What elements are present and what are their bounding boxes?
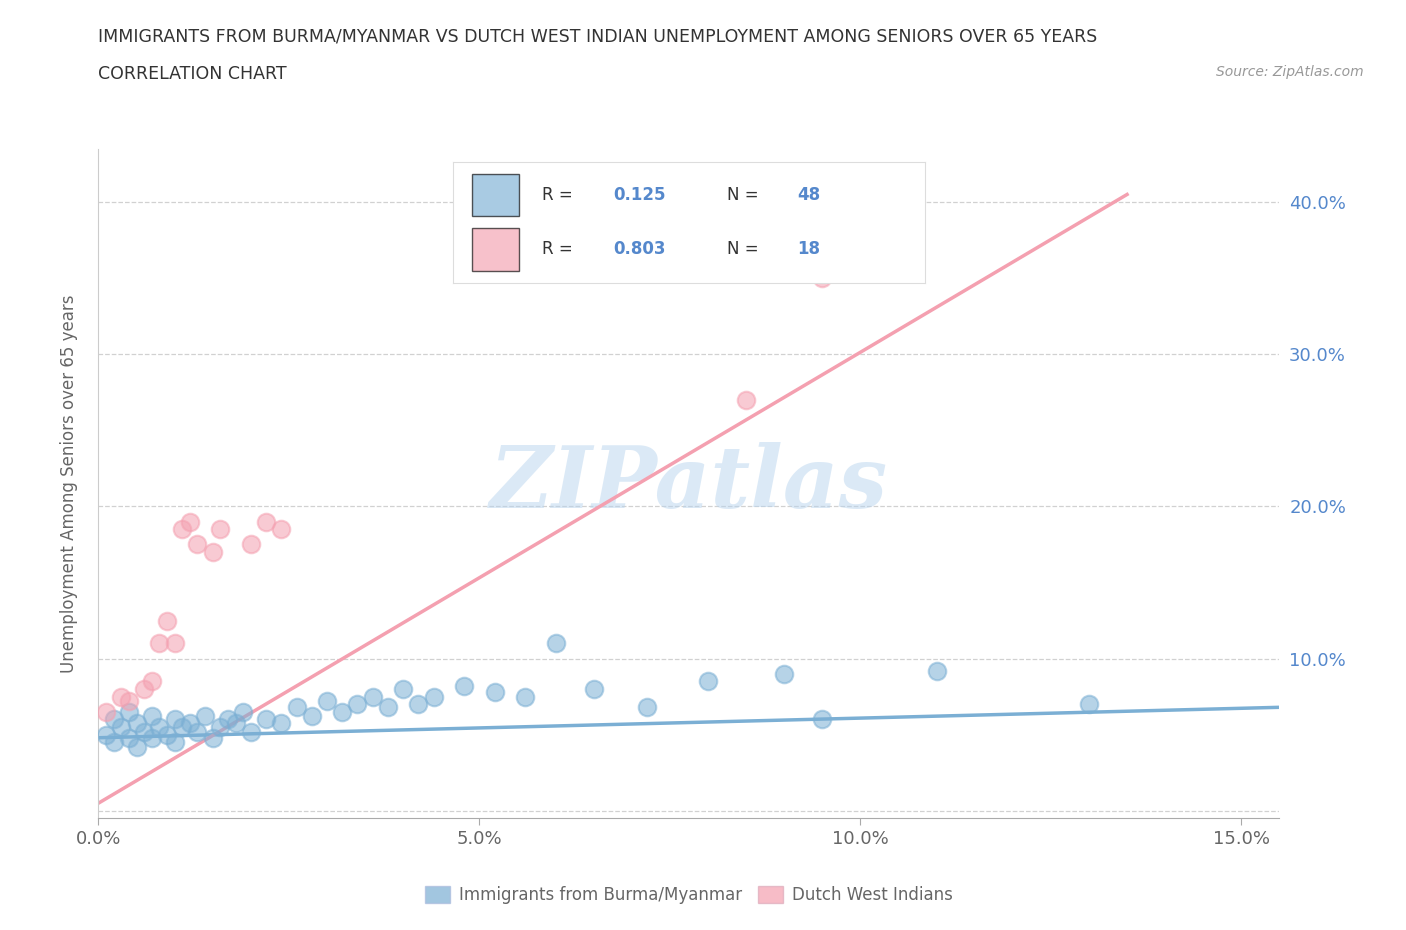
Point	[163, 712, 186, 727]
Point	[179, 514, 201, 529]
Point	[94, 727, 117, 742]
Point	[110, 720, 132, 735]
Point	[103, 735, 125, 750]
Point	[301, 709, 323, 724]
Point	[194, 709, 217, 724]
Point	[156, 613, 179, 628]
Text: Source: ZipAtlas.com: Source: ZipAtlas.com	[1216, 65, 1364, 79]
Point	[118, 730, 141, 745]
Point	[125, 739, 148, 754]
Point	[811, 271, 834, 286]
Point	[141, 709, 163, 724]
Point	[179, 715, 201, 730]
Point	[156, 727, 179, 742]
Point	[270, 715, 292, 730]
Point	[453, 679, 475, 694]
Point	[544, 636, 567, 651]
Point	[925, 663, 948, 678]
Point	[118, 694, 141, 709]
Text: IMMIGRANTS FROM BURMA/MYANMAR VS DUTCH WEST INDIAN UNEMPLOYMENT AMONG SENIORS OV: IMMIGRANTS FROM BURMA/MYANMAR VS DUTCH W…	[98, 28, 1098, 46]
Point	[239, 724, 262, 739]
Point	[201, 730, 224, 745]
Point	[735, 392, 758, 407]
Point	[346, 697, 368, 711]
Y-axis label: Unemployment Among Seniors over 65 years: Unemployment Among Seniors over 65 years	[59, 295, 77, 672]
Point	[422, 689, 444, 704]
Point	[148, 720, 170, 735]
Point	[1078, 697, 1101, 711]
Point	[582, 682, 605, 697]
Point	[697, 674, 720, 689]
Point	[225, 715, 247, 730]
Point	[408, 697, 430, 711]
Point	[232, 704, 254, 719]
Point	[141, 674, 163, 689]
Point	[209, 522, 232, 537]
Point	[201, 545, 224, 560]
Point	[141, 730, 163, 745]
Point	[110, 689, 132, 704]
Point	[239, 537, 262, 551]
Point	[118, 704, 141, 719]
Point	[186, 724, 208, 739]
Legend: Immigrants from Burma/Myanmar, Dutch West Indians: Immigrants from Burma/Myanmar, Dutch Wes…	[419, 879, 959, 910]
Point	[316, 694, 339, 709]
Point	[103, 712, 125, 727]
Point	[392, 682, 415, 697]
Point	[125, 715, 148, 730]
Point	[330, 704, 353, 719]
Point	[811, 712, 834, 727]
Point	[254, 712, 277, 727]
Point	[148, 636, 170, 651]
Point	[377, 700, 399, 715]
Point	[172, 522, 194, 537]
Point	[134, 724, 156, 739]
Point	[636, 700, 658, 715]
Point	[134, 682, 156, 697]
Point	[172, 720, 194, 735]
Point	[270, 522, 292, 537]
Point	[163, 636, 186, 651]
Point	[513, 689, 536, 704]
Point	[773, 667, 796, 682]
Point	[285, 700, 308, 715]
Point	[361, 689, 384, 704]
Point	[209, 720, 232, 735]
Point	[186, 537, 208, 551]
Point	[94, 704, 117, 719]
Point	[163, 735, 186, 750]
Text: CORRELATION CHART: CORRELATION CHART	[98, 65, 287, 83]
Text: ZIPatlas: ZIPatlas	[489, 442, 889, 525]
Point	[217, 712, 239, 727]
Point	[254, 514, 277, 529]
Point	[484, 684, 506, 699]
